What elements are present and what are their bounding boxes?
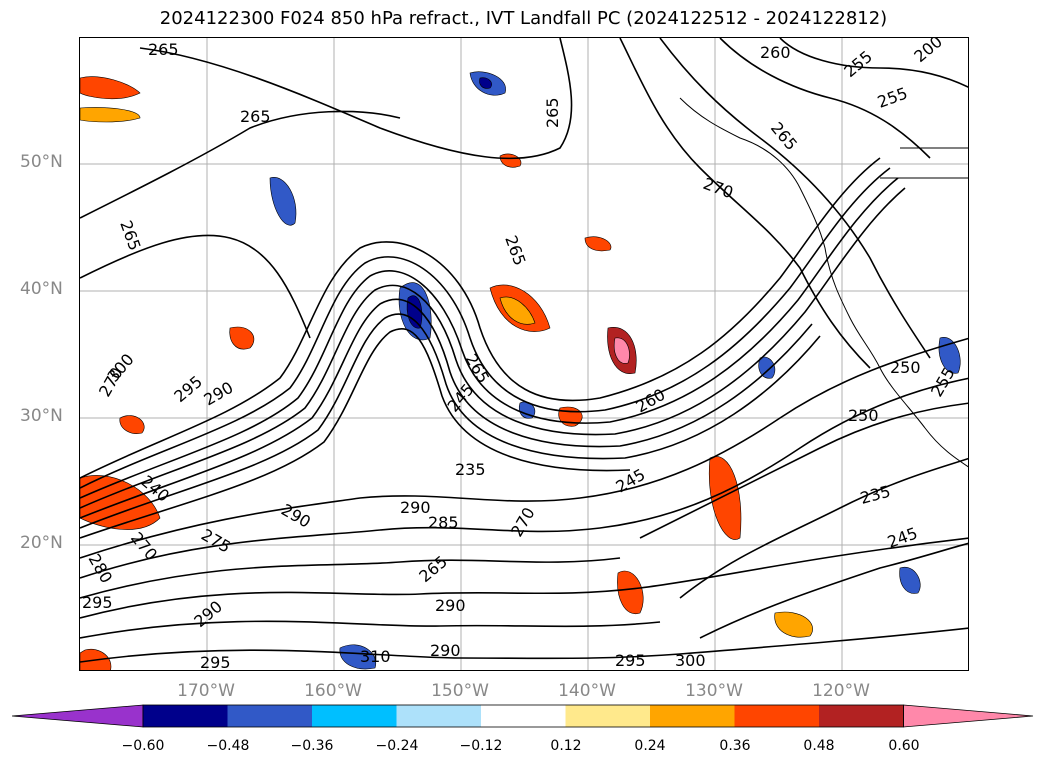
- contour-label: 265: [415, 552, 451, 586]
- contour-label: 275: [198, 525, 234, 557]
- graticule: [80, 38, 968, 670]
- colorbar-tick-label: 0.24: [634, 738, 666, 754]
- contour-label: 265: [240, 107, 271, 126]
- contour-label: 295: [82, 593, 113, 612]
- contour-label: 250: [890, 358, 921, 377]
- contour-label: 285: [428, 513, 459, 532]
- lat-label: 50°N: [20, 152, 63, 172]
- colorbar-segment: [481, 705, 566, 727]
- colorbar-tick-label: −0.48: [206, 738, 250, 754]
- map-title: 2024122300 F024 850 hPa refract., IVT La…: [159, 8, 888, 29]
- colorbar-segment: [734, 705, 820, 727]
- contour-value-labels: 265 265 265 265 265 260 255 255 265 270 …: [82, 38, 959, 671]
- contour-label: 255: [875, 83, 910, 111]
- contour-label: 265: [148, 40, 179, 59]
- colorbar-segment: [819, 705, 904, 727]
- lat-label: 40°N: [20, 279, 63, 299]
- colorbar: [12, 704, 1034, 728]
- lat-label: 30°N: [20, 406, 63, 426]
- contour-label: 245: [885, 523, 920, 551]
- contour-label: 280: [85, 551, 117, 587]
- lon-label: 160°W: [304, 681, 362, 701]
- contour-label: 235: [858, 482, 892, 508]
- colorbar-segment: [565, 705, 651, 727]
- colorbar-segment: [227, 705, 313, 727]
- contour-label: 200: [910, 38, 946, 66]
- contour-label: 250: [848, 406, 879, 425]
- contour-label: 295: [200, 653, 231, 671]
- lon-label: 150°W: [431, 681, 489, 701]
- coastline: [679, 97, 968, 468]
- map-plot-area: 265 265 265 265 265 260 255 255 265 270 …: [79, 37, 969, 671]
- colorbar-extend-min: [12, 704, 144, 728]
- colorbar-tick-label: −0.36: [290, 738, 334, 754]
- contour-label: 265: [116, 218, 144, 253]
- colorbar-tick-label: 0.36: [719, 738, 751, 754]
- colorbar-segment: [650, 705, 735, 727]
- contour-label: 290: [400, 498, 431, 517]
- colorbar-segment: [396, 705, 482, 727]
- contour-label: 290: [435, 596, 466, 615]
- contour-label: 270: [507, 504, 539, 540]
- contour-label: 310: [360, 647, 391, 666]
- contour-label: 265: [767, 118, 801, 154]
- lon-label: 140°W: [558, 681, 616, 701]
- contour-label: 270: [701, 174, 736, 202]
- colorbar-tick-label: −0.60: [121, 738, 165, 754]
- contour-label: 260: [760, 43, 791, 62]
- contour-label: 260: [633, 385, 669, 417]
- colorbar-tick-label: −0.24: [375, 738, 419, 754]
- contour-label: 235: [455, 460, 486, 479]
- map-svg: 265 265 265 265 265 260 255 255 265 270 …: [80, 38, 968, 671]
- lon-label: 120°W: [812, 681, 870, 701]
- lon-label: 130°W: [685, 681, 743, 701]
- contour-label: 265: [543, 97, 562, 128]
- ivt-contour-lines: [80, 38, 968, 663]
- contour-label: 290: [430, 641, 461, 660]
- lat-label: 20°N: [20, 533, 63, 553]
- lon-label: 170°W: [177, 681, 235, 701]
- colorbar-tick-label: 0.60: [888, 738, 920, 754]
- contour-label: 255: [840, 47, 876, 81]
- colorbar-tick-label: 0.48: [803, 738, 835, 754]
- filled-anomaly-contours: [80, 71, 961, 670]
- contour-label: 265: [501, 233, 529, 268]
- contour-label: 290: [190, 597, 226, 631]
- contour-label: 300: [675, 651, 706, 670]
- colorbar-tick-label: 0.12: [550, 738, 582, 754]
- colorbar-extend-max: [903, 704, 1034, 728]
- contour-label: 270: [127, 528, 161, 564]
- contour-label: 295: [170, 372, 206, 406]
- colorbar-tick-label: −0.12: [459, 738, 503, 754]
- colorbar-segment: [312, 705, 397, 727]
- contour-label: 295: [615, 651, 646, 670]
- colorbar-outline: [142, 704, 904, 728]
- colorbar-segment: [143, 705, 228, 727]
- contour-label: 290: [201, 378, 237, 410]
